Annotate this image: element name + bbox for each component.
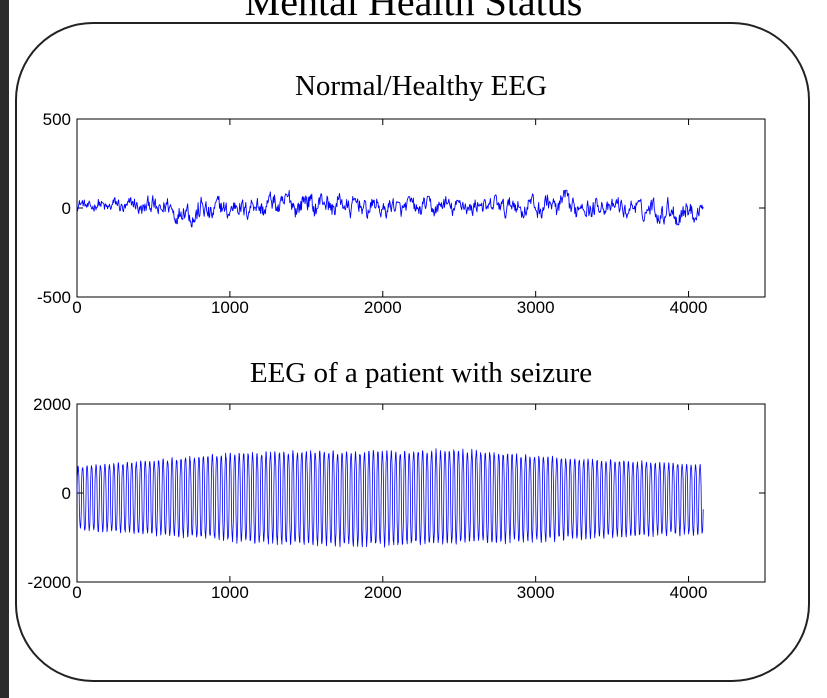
x-tick-label: 3000	[517, 298, 555, 317]
y-tick-label: 2000	[33, 395, 71, 414]
x-tick-label: 1000	[211, 298, 249, 317]
rounded-frame	[15, 22, 810, 682]
x-tick-label: 1000	[211, 583, 249, 602]
x-tick-label: 0	[72, 298, 81, 317]
x-tick-label: 2000	[364, 583, 402, 602]
chart-title: Normal/Healthy EEG	[295, 70, 547, 102]
x-tick-label: 4000	[670, 298, 708, 317]
series-line	[76, 448, 704, 548]
y-tick-label: -2000	[28, 573, 71, 592]
x-tick-label: 2000	[364, 298, 402, 317]
left-edge-bar	[0, 0, 9, 698]
y-tick-label: 0	[62, 199, 71, 218]
x-tick-label: 4000	[670, 583, 708, 602]
x-tick-label: 3000	[517, 583, 555, 602]
series-line	[76, 189, 704, 228]
y-tick-label: -500	[37, 288, 71, 307]
chart-seizure-eeg: EEG of a patient with seizure 0 1000 2000 30…	[28, 357, 766, 602]
page-title: Mental Health Status	[244, 0, 583, 24]
chart-title: EEG of a patient with seizure	[250, 357, 592, 389]
x-tick-label: 0	[72, 583, 81, 602]
y-tick-label: 500	[43, 110, 71, 129]
y-tick-label: 0	[62, 484, 71, 503]
